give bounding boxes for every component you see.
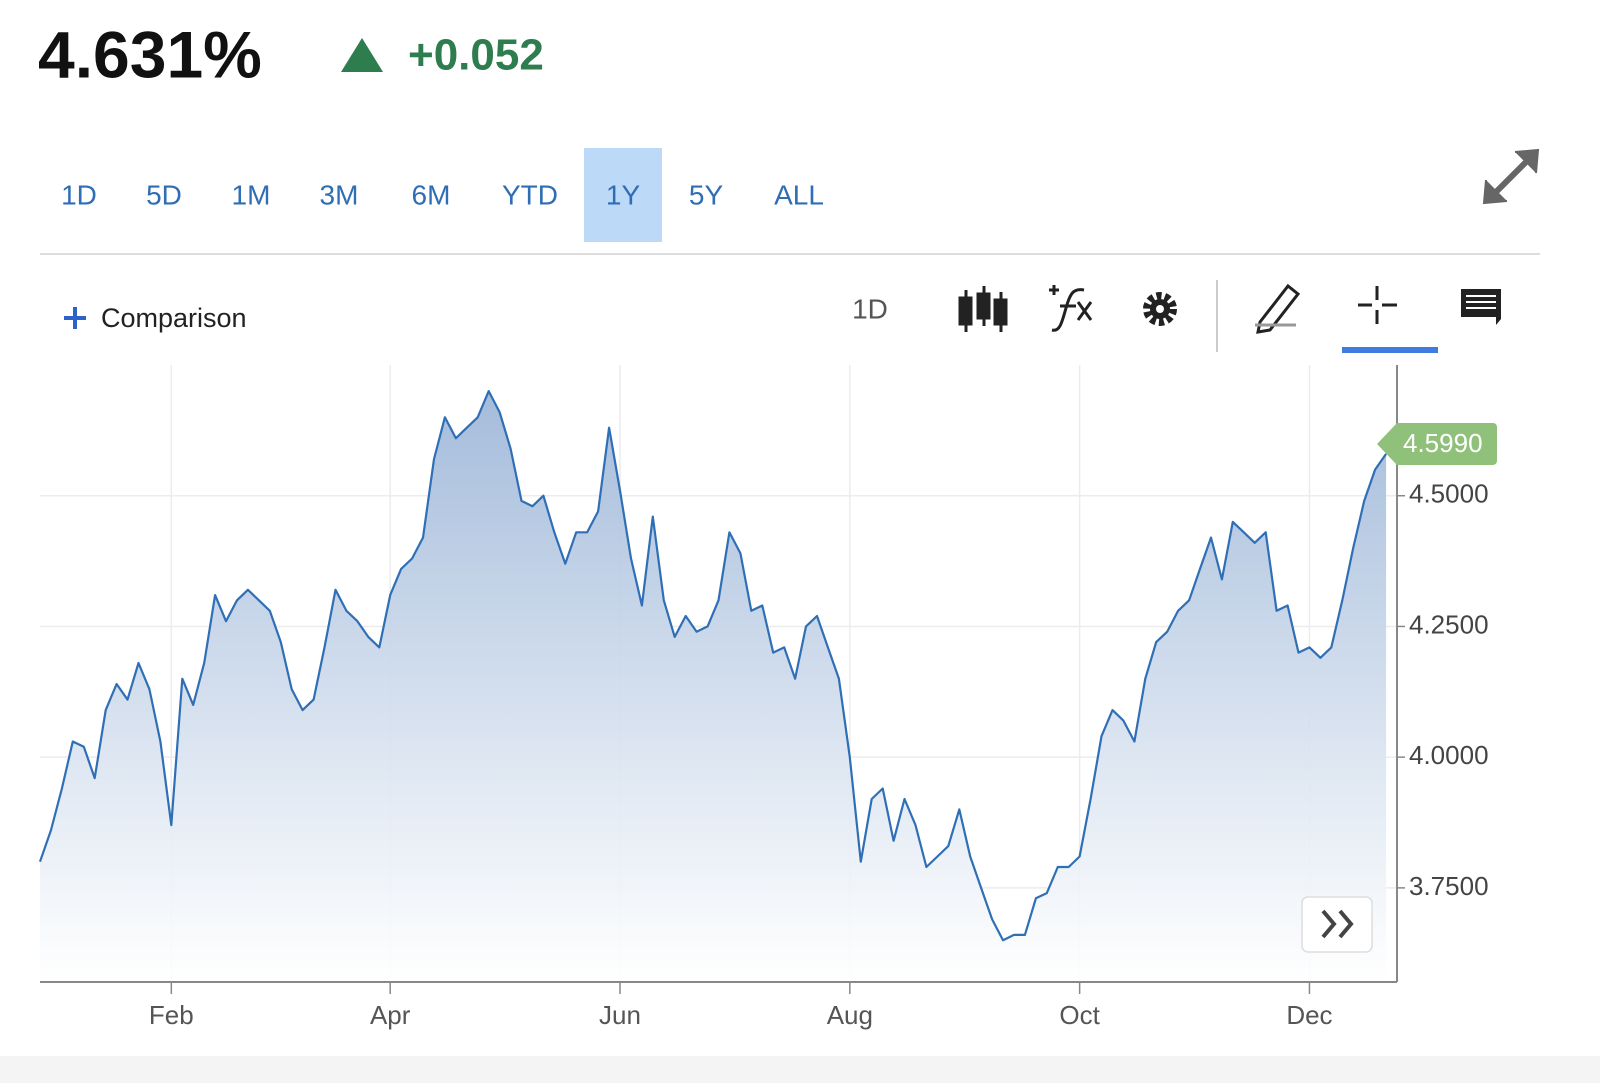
studies-icon[interactable] (1049, 285, 1093, 332)
range-tab[interactable]: 1D (61, 179, 97, 210)
active-tool-underline (1342, 347, 1438, 353)
range-tab[interactable]: 5D (146, 179, 182, 210)
x-tick-label: Apr (370, 1000, 411, 1030)
y-tick-label: 3.7500 (1409, 871, 1489, 901)
expand-icon[interactable] (1482, 148, 1540, 205)
x-tick-label: Oct (1059, 1000, 1100, 1030)
comparison-label: Comparison (101, 303, 247, 333)
range-tab[interactable]: 3M (320, 179, 359, 210)
range-tab[interactable]: ALL (774, 179, 824, 210)
area-fill (40, 391, 1387, 983)
y-tick-label: 4.2500 (1409, 609, 1489, 639)
range-tab[interactable]: 1Y (606, 179, 641, 210)
settings-icon[interactable] (1143, 292, 1177, 326)
scroll-button[interactable] (1301, 896, 1373, 953)
change: +0.052 (408, 31, 544, 80)
draw-icon[interactable] (1255, 283, 1301, 334)
crosshair-icon[interactable] (1358, 286, 1397, 324)
last-value-tag (1377, 422, 1497, 465)
price-line (38, 390, 1388, 942)
footer-band (0, 1056, 1600, 1083)
x-tick-label: Feb (149, 1000, 194, 1030)
plot: Feb Apr Jun Aug Oct Dec 3.7500 4.0000 4.2500 4.50… (38, 365, 1497, 1030)
y-tick-label: 4.5000 (1409, 479, 1489, 509)
interval[interactable]: 1D (852, 293, 888, 324)
range-tabs: 1D 5D 1M 3M 6M YTD 1Y 5Y ALL (61, 148, 824, 242)
comparison-button[interactable]: Comparison (64, 303, 247, 333)
comment-icon[interactable] (1461, 289, 1501, 325)
candle-icon[interactable] (958, 286, 1008, 332)
up-arrow (341, 38, 383, 72)
range-tab[interactable]: 5Y (689, 179, 724, 210)
x-tick-label: Jun (599, 1000, 641, 1030)
price: 4.631% (38, 17, 262, 91)
range-tab[interactable]: YTD (502, 179, 558, 210)
x-tick-label: Dec (1286, 1000, 1332, 1030)
selected-tab-bg (584, 148, 662, 242)
range-tab[interactable]: 1M (232, 179, 271, 210)
last-value-label: 4.5990 (1403, 428, 1483, 458)
range-tab[interactable]: 6M (412, 179, 451, 210)
x-tick-label: Aug (827, 1000, 873, 1030)
y-tick-label: 4.0000 (1409, 740, 1489, 770)
